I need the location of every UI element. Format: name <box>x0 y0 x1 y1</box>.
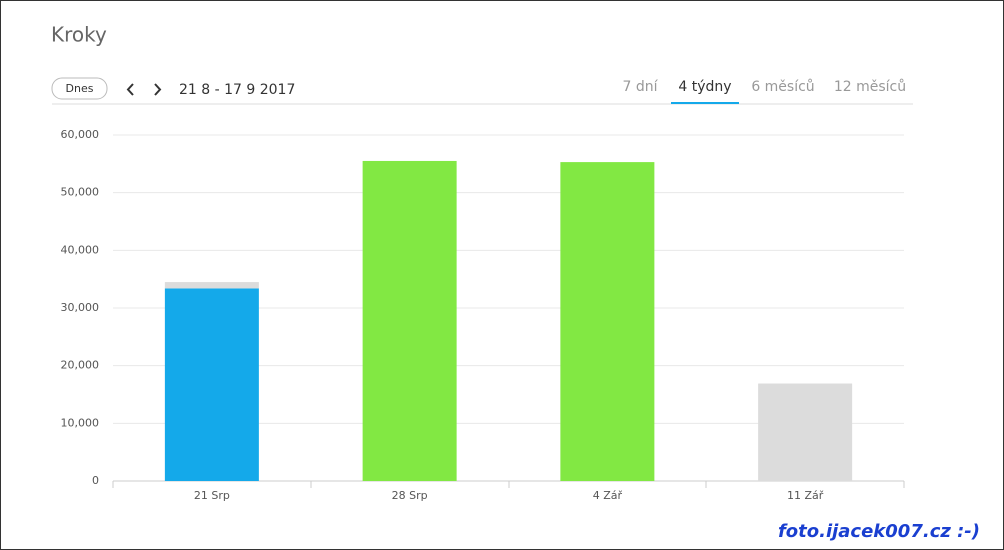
y-tick-label: 0 <box>92 474 99 487</box>
bar <box>164 288 259 481</box>
next-arrow[interactable] <box>154 83 162 96</box>
x-axis-ticks <box>112 481 905 488</box>
tab[interactable]: 7 dní <box>622 79 658 95</box>
today-button[interactable]: Dnes <box>51 77 108 100</box>
x-tick-label: 21 Srp <box>194 489 230 502</box>
y-tick-label: 50,000 <box>61 186 100 199</box>
y-tick-label: 30,000 <box>61 301 100 314</box>
y-tick-label: 20,000 <box>61 359 100 372</box>
button-label[interactable]: Dnes <box>66 82 94 95</box>
prev-arrow[interactable] <box>126 83 134 96</box>
y-tick-label: 10,000 <box>61 416 100 429</box>
date-range: 21 8 - 17 9 2017 <box>179 82 295 98</box>
tab[interactable]: 4 týdny <box>678 79 731 95</box>
x-tick-label: 11 Zář <box>787 489 824 502</box>
y-tick-label: 40,000 <box>61 243 100 256</box>
y-tick-label: 60,000 <box>61 128 100 141</box>
bar <box>164 282 259 289</box>
x-tick-label: 4 Zář <box>593 489 623 502</box>
bar <box>362 160 457 481</box>
tab[interactable]: 6 měsíců <box>751 79 814 95</box>
watermark: foto.ijacek007.cz :-) <box>778 521 980 542</box>
page-title: Kroky <box>51 23 107 47</box>
bar <box>758 383 853 481</box>
x-tick-label: 28 Srp <box>392 489 428 502</box>
bar <box>560 162 655 481</box>
tab[interactable]: 12 měsíců <box>834 79 906 95</box>
button-frame[interactable] <box>51 77 108 100</box>
